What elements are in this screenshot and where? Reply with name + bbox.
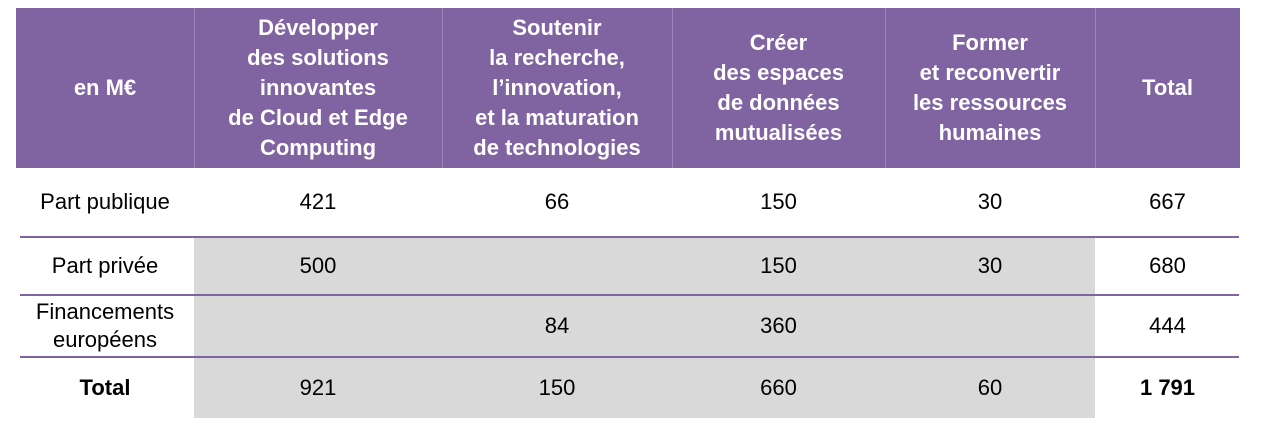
table-cell: 660 bbox=[672, 358, 885, 418]
row-divider bbox=[20, 356, 1239, 358]
table-cell: 66 bbox=[544, 189, 570, 214]
table-row-european: Financements européens 84 360 444 bbox=[16, 296, 1240, 356]
header-cloud-edge: Développer des solutions innovantes de C… bbox=[194, 8, 442, 168]
table-cell: 360 bbox=[672, 296, 885, 356]
row-label: Total bbox=[79, 375, 131, 400]
table-header-row: en M€ Développer des solutions innovante… bbox=[16, 8, 1240, 168]
table-cell: 150 bbox=[760, 189, 797, 214]
row-label: Part publique bbox=[40, 189, 170, 214]
table-cell: 84 bbox=[442, 296, 672, 356]
table-cell: 444 bbox=[1149, 313, 1186, 338]
table-cell: 667 bbox=[1149, 189, 1186, 214]
header-research: Soutenir la recherche, l’innovation, et … bbox=[442, 8, 672, 168]
row-divider bbox=[20, 236, 1239, 238]
row-divider bbox=[20, 294, 1239, 296]
header-total: Total bbox=[1095, 8, 1240, 168]
table-cell: 30 bbox=[885, 238, 1095, 294]
row-label: Financements européens bbox=[35, 299, 175, 352]
table-row-public: Part publique 421 66 150 30 667 bbox=[16, 168, 1240, 236]
table-row-private: Part privée 500 150 30 680 bbox=[16, 238, 1240, 294]
table-cell: 30 bbox=[977, 189, 1003, 214]
row-label: Part privée bbox=[51, 253, 159, 278]
table-cell: 680 bbox=[1149, 253, 1186, 278]
table-cell: 921 bbox=[194, 358, 442, 418]
table-cell bbox=[194, 296, 442, 356]
table-cell bbox=[442, 238, 672, 294]
table-cell-grand-total: 1 791 bbox=[1139, 375, 1196, 400]
funding-table: en M€ Développer des solutions innovante… bbox=[16, 8, 1240, 418]
table-cell: 421 bbox=[299, 189, 337, 214]
header-data-spaces: Créer des espaces de données mutualisées bbox=[672, 8, 885, 168]
header-training: Former et reconvertir les ressources hum… bbox=[885, 8, 1095, 168]
table-cell: 60 bbox=[885, 358, 1095, 418]
table-cell: 150 bbox=[672, 238, 885, 294]
table-cell: 150 bbox=[442, 358, 672, 418]
table-cell bbox=[885, 296, 1095, 356]
table-row-total: Total 921 150 660 60 1 791 bbox=[16, 358, 1240, 418]
header-unit: en M€ bbox=[73, 75, 137, 100]
table-cell: 500 bbox=[194, 238, 442, 294]
